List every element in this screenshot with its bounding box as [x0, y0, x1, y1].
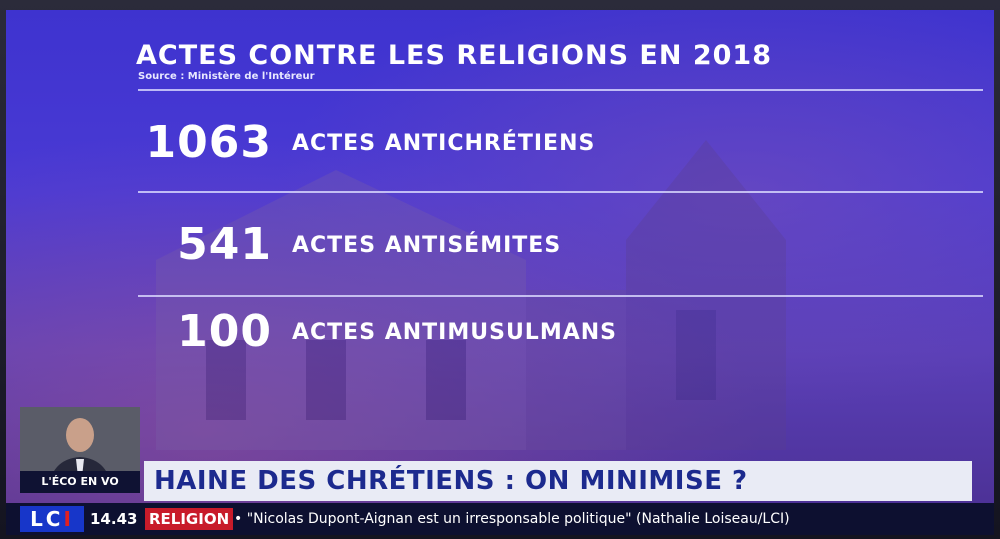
church-background-image — [156, 140, 786, 450]
stat-number: 541 — [177, 219, 272, 270]
tv-screen: ACTES CONTRE LES RELIGIONS EN 2018 Sourc… — [6, 10, 994, 535]
logo-accent-text: I — [63, 507, 74, 531]
channel-logo: LCI — [20, 506, 84, 532]
infographic-title: ACTES CONTRE LES RELIGIONS EN 2018 — [136, 40, 773, 71]
stat-number: 1063 — [145, 117, 272, 168]
stat-row-antisemites: 541 ACTES ANTISÉMITES — [6, 215, 994, 275]
divider — [138, 295, 983, 297]
infographic-source: Source : Ministère de l'Intéreur — [138, 71, 315, 82]
logo-main-text: LC — [30, 507, 64, 531]
stat-row-antichretiens: 1063 ACTES ANTICHRÉTIENS — [6, 113, 994, 173]
stat-row-antimusulmans: 100 ACTES ANTIMUSULMANS — [6, 302, 994, 362]
stat-label: ACTES ANTICHRÉTIENS — [292, 131, 596, 156]
ticker-time: 14.43 — [90, 510, 138, 528]
news-ticker: LCI 14.43 RELIGION • "Nicolas Dupont-Aig… — [6, 503, 994, 535]
divider — [138, 191, 983, 193]
presenter-thumbnail: L'ÉCO EN VO — [20, 407, 140, 493]
presenter-show-label: L'ÉCO EN VO — [20, 471, 140, 493]
stat-number: 100 — [177, 306, 272, 357]
ticker-text: • "Nicolas Dupont-Aignan est un irrespon… — [234, 511, 790, 527]
stat-label: ACTES ANTISÉMITES — [292, 233, 562, 258]
ticker-topic-badge: RELIGION — [145, 508, 234, 530]
headline-text: HAINE DES CHRÉTIENS : ON MINIMISE ? — [154, 466, 748, 496]
stat-label: ACTES ANTIMUSULMANS — [292, 320, 618, 345]
headline-banner: HAINE DES CHRÉTIENS : ON MINIMISE ? — [144, 461, 972, 501]
divider — [138, 89, 983, 91]
